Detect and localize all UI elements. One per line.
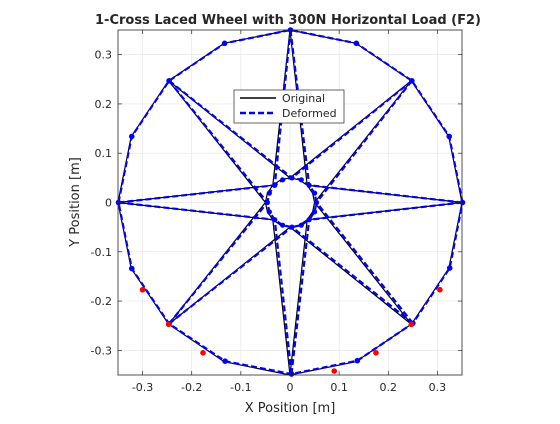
rim-node-marker — [128, 265, 135, 272]
deformed-spoke-line — [168, 226, 293, 325]
x-tick-label: -0.3 — [132, 381, 153, 394]
deformed-spoke-line — [309, 201, 463, 221]
y-tick-label: 0 — [105, 197, 112, 210]
rim-node-marker — [459, 199, 466, 206]
highlighted-node-marker — [408, 321, 415, 328]
legend: Original Deformed — [233, 89, 345, 124]
highlighted-node-marker — [200, 350, 206, 356]
plot-data — [115, 27, 466, 377]
deformed-spoke-line — [289, 29, 311, 186]
deformed-spoke-line — [118, 184, 275, 204]
hub-node-marker — [298, 177, 304, 183]
deformed-spoke-line — [273, 219, 293, 375]
deformed-spoke-line — [315, 80, 413, 204]
legend-original-label: Original — [282, 92, 325, 105]
chart-title: 1-Cross Laced Wheel with 300N Horizontal… — [95, 13, 481, 28]
rim-node-marker — [446, 265, 453, 271]
rim-node-marker — [221, 40, 228, 47]
axis-ticks: -0.3 -0.2 -0.1 0 0.1 0.2 0.3 -0.3 -0.2 -0.1 0 0.1 0.… — [91, 30, 462, 394]
original-spoke-line — [314, 202, 412, 325]
x-tick-label: -0.1 — [230, 381, 251, 394]
deformed-spoke-line — [273, 29, 292, 186]
deformed-spoke-line — [168, 79, 293, 179]
rim-node-marker — [288, 371, 295, 377]
y-tick-label: -0.3 — [91, 344, 112, 357]
hub-node-marker — [289, 175, 295, 181]
y-tick-label: -0.1 — [91, 246, 112, 259]
hub-node-marker — [280, 222, 286, 228]
x-tick-label: 0.1 — [330, 381, 348, 394]
hub-node-marker — [311, 190, 318, 196]
original-spoke-line — [272, 219, 291, 376]
legend-deformed-label: Deformed — [282, 107, 337, 120]
hub-node-marker — [272, 182, 278, 188]
hub-node-marker — [289, 224, 295, 230]
deformed-spoke-line — [315, 201, 414, 324]
deformed-spoke-line — [291, 79, 413, 179]
rim-node-marker — [128, 133, 135, 140]
highlighted-node-marker — [437, 286, 443, 293]
x-tick-label: 0 — [287, 381, 294, 394]
y-tick-label: 0.2 — [95, 98, 113, 111]
hub-node-marker — [306, 182, 312, 188]
deformed-spoke-line — [168, 201, 269, 325]
deformed-spoke-line — [118, 201, 275, 221]
hub-node-marker — [311, 209, 318, 215]
hub-node-marker — [264, 199, 270, 206]
deformed-spoke-line — [309, 184, 463, 204]
hub-node-marker — [298, 222, 304, 228]
x-axis-label: X Position [m] — [245, 401, 336, 416]
deformed-spoke-line — [291, 226, 414, 325]
rim-node-marker — [354, 357, 361, 364]
hub-node-marker — [306, 217, 312, 223]
hub-node-marker — [266, 209, 272, 215]
x-tick-label: 0.2 — [380, 381, 398, 394]
y-tick-label: 0.1 — [95, 147, 113, 160]
rim-node-marker — [166, 77, 172, 84]
x-tick-label: -0.2 — [181, 381, 202, 394]
highlighted-node-marker — [331, 368, 338, 374]
original-spoke-line — [289, 219, 308, 376]
y-tick-label: -0.2 — [91, 295, 112, 308]
rim-node-marker — [222, 358, 228, 365]
hub-node-marker — [280, 177, 286, 183]
highlighted-node-marker — [139, 286, 146, 293]
deformed-spoke-line — [290, 219, 311, 375]
original-spoke-line — [314, 80, 412, 203]
rim-node-marker — [409, 77, 415, 84]
y-axis-label: Y Position [m] — [68, 157, 83, 248]
deformed-rim-line — [117, 28, 464, 376]
hub-node-marker — [272, 217, 278, 223]
y-tick-label: 0.3 — [95, 49, 113, 62]
legend-box — [233, 89, 345, 124]
deformed-spoke-line — [168, 80, 269, 204]
original-spoke-line — [289, 226, 412, 325]
highlighted-node-marker — [373, 350, 379, 356]
hub-node-marker — [266, 190, 272, 196]
hub-node-marker — [313, 199, 320, 206]
rim-node-marker — [353, 40, 360, 47]
x-tick-label: 0.3 — [429, 381, 447, 394]
rim-node-marker — [446, 133, 453, 140]
highlighted-node-marker — [165, 321, 172, 328]
